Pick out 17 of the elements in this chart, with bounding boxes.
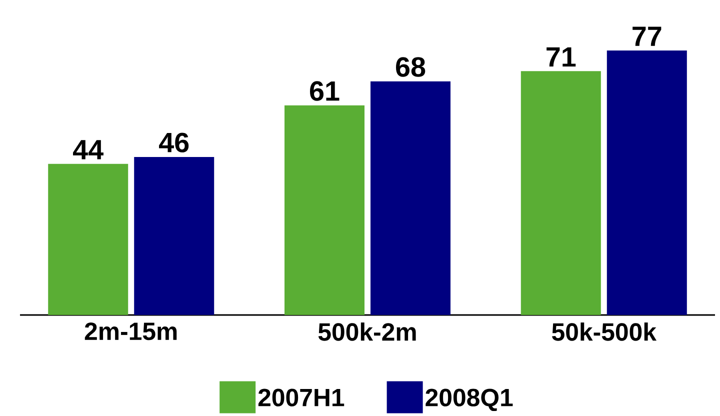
x-tick-label: 2m-15m — [84, 322, 177, 340]
legend-label: 2008Q1 — [426, 388, 513, 412]
data-label: 46 — [159, 132, 189, 152]
data-label: 71 — [546, 47, 576, 67]
bar — [134, 156, 214, 315]
x-tick-label: 500k-2m — [318, 322, 416, 341]
x-tick-label: 50k-500k — [552, 322, 657, 341]
data-label: 77 — [632, 26, 662, 46]
data-label: 61 — [310, 81, 340, 101]
bar — [606, 50, 687, 315]
data-label: 68 — [396, 57, 426, 77]
bar — [370, 81, 451, 315]
legend-label: 2007H1 — [258, 388, 344, 406]
bar — [520, 71, 601, 315]
bar — [48, 164, 128, 315]
bar — [284, 105, 365, 315]
data-label: 44 — [73, 140, 104, 160]
